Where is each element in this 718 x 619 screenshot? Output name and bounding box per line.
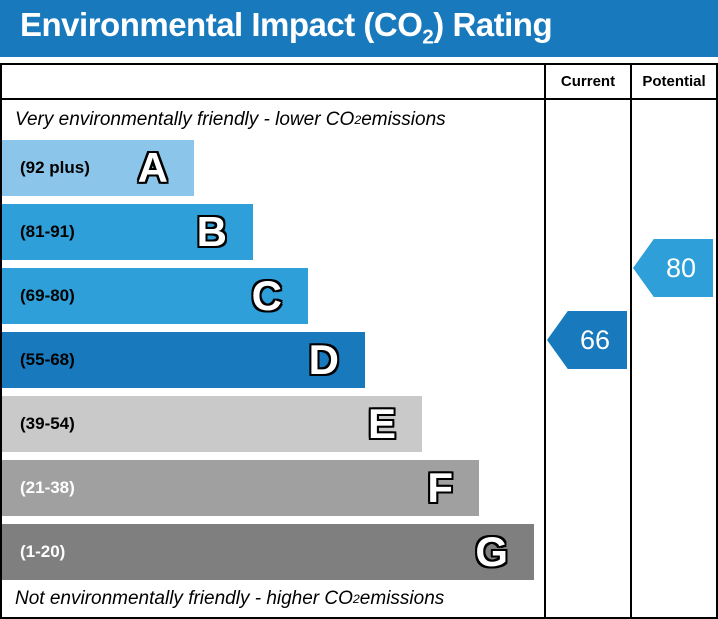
current-header: Current bbox=[546, 65, 630, 100]
band-range-label: (39-54) bbox=[20, 414, 75, 433]
current-rating-arrow: 66 bbox=[547, 311, 627, 369]
band-letter: F bbox=[427, 464, 453, 511]
bottom-note-subscript: 2 bbox=[352, 591, 360, 606]
rating-band-b: (81-91) B bbox=[2, 204, 253, 260]
rating-band-e: (39-54) E bbox=[2, 396, 422, 452]
rating-band-g: (1-20) G bbox=[2, 524, 534, 580]
top-note-subscript: 2 bbox=[354, 113, 362, 127]
band-letter: E bbox=[367, 400, 396, 447]
bottom-note-text: Not environmentally friendly - higher CO bbox=[15, 587, 353, 609]
band-letter: B bbox=[196, 208, 227, 255]
band-range-label: (21-38) bbox=[20, 478, 75, 497]
rating-column: Very environmentally friendly - lower CO… bbox=[2, 65, 544, 617]
rating-band-a: (92 plus) A bbox=[2, 140, 194, 196]
chart-title-suffix: ) Rating bbox=[433, 6, 553, 44]
top-note: Very environmentally friendly - lower CO… bbox=[2, 100, 544, 140]
bottom-note: Not environmentally friendly - higher CO… bbox=[2, 580, 544, 617]
rating-bars: (92 plus) A (81-91) B (69-80) C (55-68) … bbox=[2, 140, 544, 580]
band-range-label: (92 plus) bbox=[20, 158, 90, 177]
chart-title: Environmental Impact (CO2) Rating bbox=[20, 6, 553, 50]
potential-rating-value: 80 bbox=[665, 252, 697, 283]
rating-band-f: (21-38) F bbox=[2, 460, 479, 516]
band-range-label: (1-20) bbox=[20, 542, 66, 561]
potential-rating-arrow: 80 bbox=[633, 239, 713, 297]
rating-header-cell bbox=[2, 65, 544, 100]
band-letter: A bbox=[137, 144, 168, 191]
current-arrow-area: 66 bbox=[546, 100, 630, 617]
band-letter: G bbox=[475, 528, 508, 575]
rating-band-d: (55-68) D bbox=[2, 332, 365, 388]
rating-table: Very environmentally friendly - lower CO… bbox=[0, 63, 718, 619]
potential-arrow-area: 80 bbox=[632, 100, 716, 617]
top-note-text: Very environmentally friendly - lower CO bbox=[15, 109, 355, 130]
band-letter: C bbox=[251, 272, 282, 319]
chart-title-text: Environmental Impact (CO bbox=[20, 6, 423, 44]
chart-title-subscript: 2 bbox=[422, 26, 434, 50]
band-range-label: (81-91) bbox=[20, 222, 75, 241]
current-rating-value: 66 bbox=[579, 324, 611, 355]
band-range-label: (55-68) bbox=[20, 350, 75, 369]
band-range-label: (69-80) bbox=[20, 286, 75, 305]
current-column: Current 66 bbox=[544, 65, 630, 617]
band-letter: D bbox=[308, 336, 339, 383]
potential-column: Potential 80 bbox=[630, 65, 716, 617]
potential-header: Potential bbox=[632, 65, 716, 100]
rating-band-c: (69-80) C bbox=[2, 268, 308, 324]
chart-title-bar: Environmental Impact (CO2) Rating bbox=[0, 0, 718, 57]
top-note-suffix: emissions bbox=[361, 109, 446, 130]
bottom-note-suffix: emissions bbox=[359, 587, 445, 609]
